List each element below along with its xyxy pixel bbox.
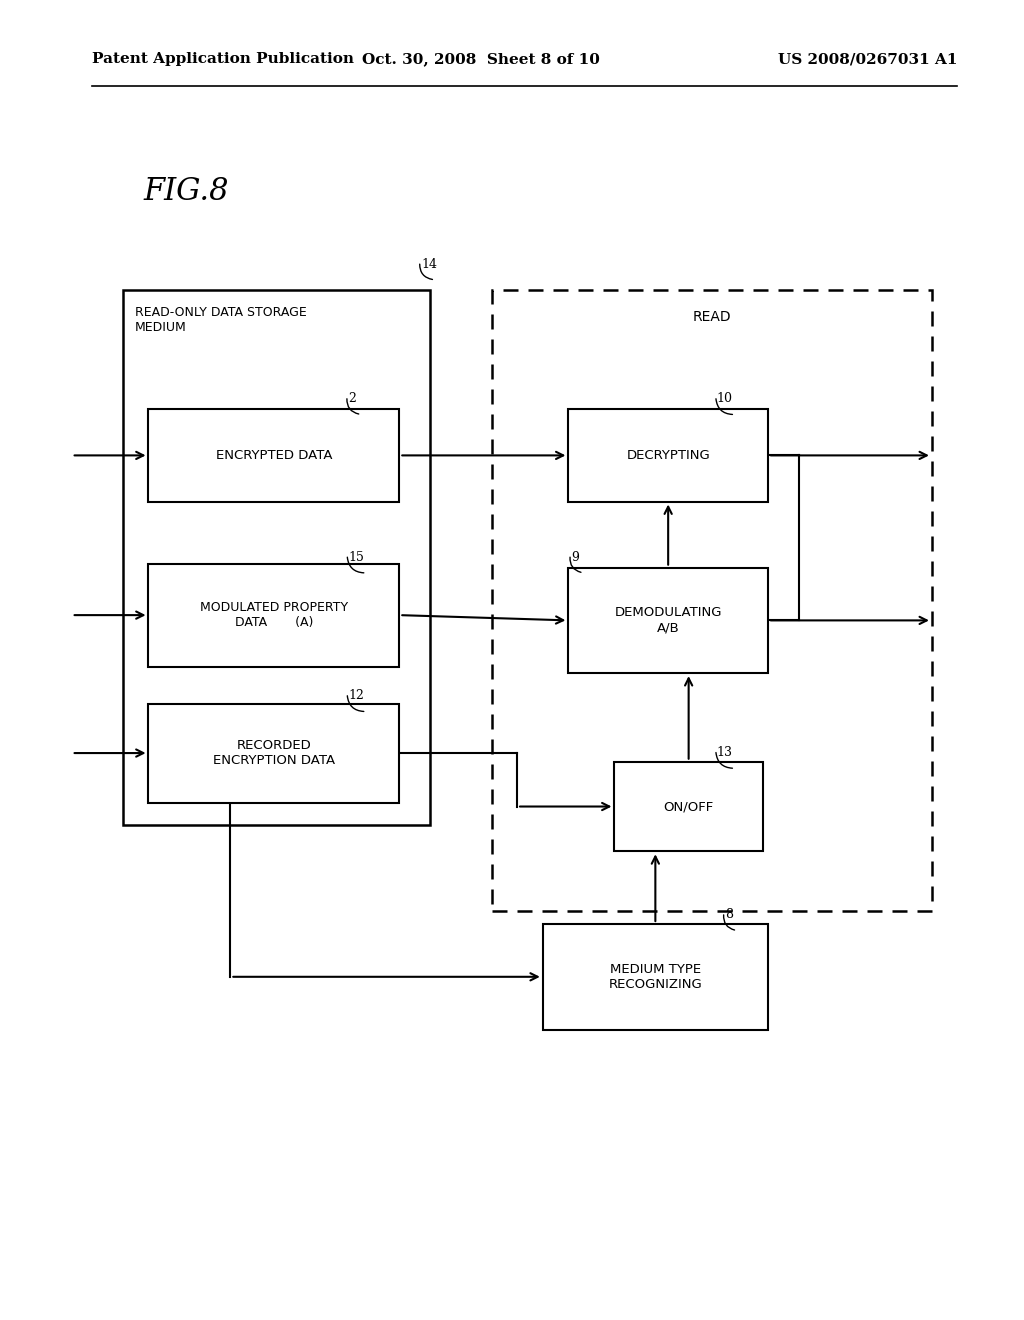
Text: 2: 2 xyxy=(348,392,356,405)
Text: READ: READ xyxy=(692,310,731,325)
Text: DEMODULATING
A/B: DEMODULATING A/B xyxy=(614,606,722,635)
Text: 8: 8 xyxy=(725,908,733,921)
Text: MODULATED PROPERTY
DATA       (A): MODULATED PROPERTY DATA (A) xyxy=(200,601,348,630)
Text: READ-ONLY DATA STORAGE
MEDIUM: READ-ONLY DATA STORAGE MEDIUM xyxy=(135,306,307,334)
Bar xyxy=(492,290,932,911)
Text: RECORDED
ENCRYPTION DATA: RECORDED ENCRYPTION DATA xyxy=(213,739,335,767)
Text: 9: 9 xyxy=(571,550,580,564)
Text: 14: 14 xyxy=(422,257,438,271)
Text: Patent Application Publication: Patent Application Publication xyxy=(92,53,354,66)
Text: 13: 13 xyxy=(717,746,733,759)
Text: ON/OFF: ON/OFF xyxy=(664,800,714,813)
Bar xyxy=(148,704,399,803)
Text: 10: 10 xyxy=(717,392,733,405)
Bar xyxy=(543,924,768,1030)
Text: ENCRYPTED DATA: ENCRYPTED DATA xyxy=(216,449,332,462)
Bar xyxy=(614,762,763,851)
Text: MEDIUM TYPE
RECOGNIZING: MEDIUM TYPE RECOGNIZING xyxy=(608,962,702,991)
Text: 15: 15 xyxy=(348,550,365,564)
Text: US 2008/0267031 A1: US 2008/0267031 A1 xyxy=(778,53,957,66)
Bar xyxy=(568,409,768,502)
Bar xyxy=(568,568,768,673)
Bar xyxy=(148,409,399,502)
Text: 12: 12 xyxy=(348,689,365,702)
Text: FIG.8: FIG.8 xyxy=(143,176,228,207)
Text: Oct. 30, 2008  Sheet 8 of 10: Oct. 30, 2008 Sheet 8 of 10 xyxy=(362,53,600,66)
Text: DECRYPTING: DECRYPTING xyxy=(627,449,710,462)
Bar xyxy=(148,564,399,667)
Bar xyxy=(123,290,430,825)
